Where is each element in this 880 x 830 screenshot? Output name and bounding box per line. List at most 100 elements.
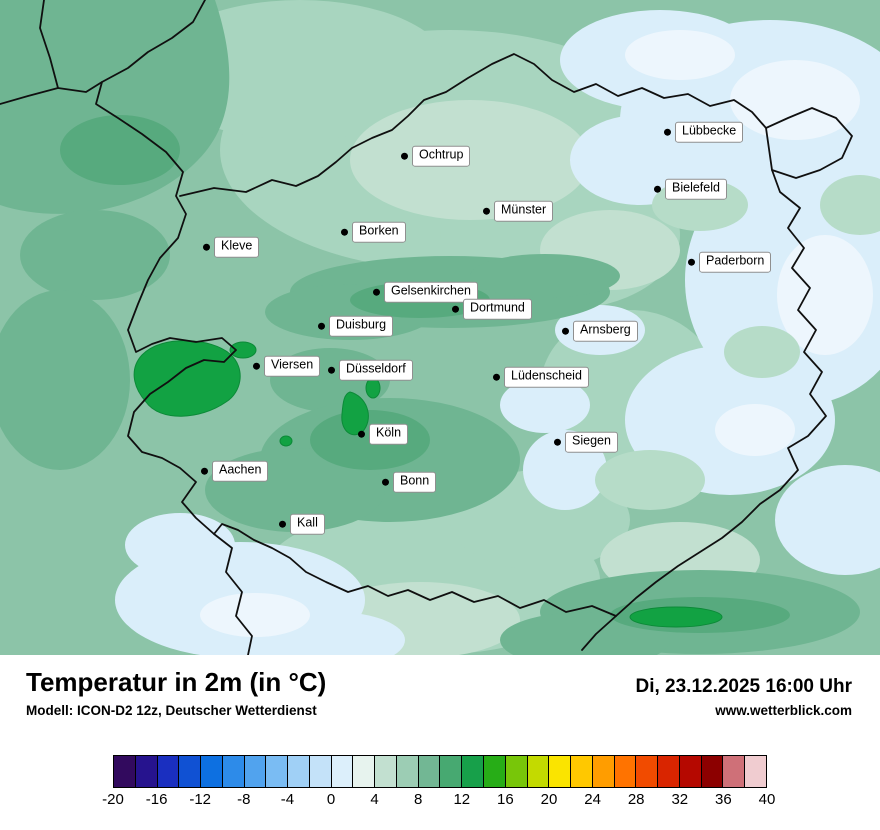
city-marker-duisburg: Duisburg [318, 315, 394, 337]
city-label: Düsseldorf [339, 359, 413, 381]
colorbar-cell [614, 756, 637, 787]
colorbar-cell [135, 756, 158, 787]
city-marker-gelsenkirchen: Gelsenkirchen [373, 281, 478, 303]
city-marker-dsseldorf: Düsseldorf [328, 359, 413, 381]
colorbar-cell [201, 756, 223, 787]
city-marker-viersen: Viersen [253, 355, 321, 377]
colorbar-cell [701, 756, 724, 787]
colorbar-cell [549, 756, 572, 787]
colorbar-cell [222, 756, 245, 787]
colorbar-cell [353, 756, 376, 787]
colorbar-tick-label: 0 [326, 791, 336, 808]
colorbar-cell [484, 756, 506, 787]
footer-meta-row: Modell: ICON-D2 12z, Deutscher Wetterdie… [0, 698, 880, 718]
city-dot [452, 305, 459, 313]
colorbar-ticks: -20 -16 -12 -8 -4 0 4 8 12 16 20 24 28 32 36 40 [102, 791, 775, 811]
city-label: Lüdenscheid [504, 366, 589, 388]
city-marker-aachen: Aachen [201, 460, 269, 482]
city-label: Ochtrup [412, 145, 471, 167]
city-markers: Ochtrup Lübbecke Münster Bielefeld Borken Kle… [201, 121, 772, 535]
footer-title-row: Temperatur in 2m (in °C) Di, 23.12.2025 … [0, 655, 880, 698]
colorbar-tick-label: 16 [497, 791, 514, 808]
city-dot [201, 467, 208, 475]
colorbar-tick-label: -12 [189, 791, 212, 808]
city-dot [483, 207, 490, 215]
city-dot [358, 430, 365, 438]
colorbar-cell [114, 756, 136, 787]
city-marker-ochtrup: Ochtrup [401, 145, 471, 167]
colorbar-cell [745, 756, 766, 787]
colorbar-tick-label: -4 [280, 791, 295, 808]
city-dot [654, 185, 661, 193]
city-dot [279, 520, 286, 528]
city-label: Siegen [565, 431, 618, 453]
colorbar-tick-label: 8 [414, 791, 423, 808]
colorbar-tick-label: -8 [237, 791, 251, 808]
city-dot [203, 243, 210, 251]
city-label: Köln [369, 423, 409, 445]
temperature-legend: -20 -16 -12 -8 -4 0 4 8 12 16 20 24 28 32 36 40 [102, 755, 775, 811]
colorbar-cell [157, 756, 180, 787]
city-dot [493, 373, 500, 381]
city-dot [373, 288, 380, 296]
city-label: Lübbecke [675, 121, 744, 143]
colorbar-cell [505, 756, 528, 787]
city-label: Bonn [393, 471, 437, 493]
footer: Temperatur in 2m (in °C) Di, 23.12.2025 … [0, 655, 880, 830]
city-marker-arnsberg: Arnsberg [562, 320, 638, 342]
city-dot [688, 258, 695, 266]
colorbar-cell [440, 756, 463, 787]
city-marker-kln: Köln [358, 423, 409, 445]
colorbar-cell [375, 756, 397, 787]
city-marker-kall: Kall [279, 513, 325, 535]
colorbar-cell [179, 756, 202, 787]
forecast-datetime: Di, 23.12.2025 16:00 Uhr [635, 676, 852, 697]
city-marker-paderborn: Paderborn [688, 251, 772, 273]
colorbar-cell [309, 756, 332, 787]
city-marker-ldenscheid: Lüdenscheid [493, 366, 589, 388]
city-dot [401, 152, 408, 160]
colorbar-cell [462, 756, 485, 787]
page-title: Temperatur in 2m (in °C) [26, 667, 327, 697]
city-dot [664, 128, 671, 136]
city-dot [318, 322, 325, 330]
colorbar-tick-label: 12 [453, 791, 471, 808]
colorbar-tick-label: 4 [370, 791, 379, 808]
city-dot [328, 366, 335, 374]
city-label: Gelsenkirchen [384, 281, 478, 303]
colorbar-cell [244, 756, 267, 787]
map-area: Ochtrup Lübbecke Münster Bielefeld Borken Kle… [0, 0, 880, 655]
colorbar-cell [331, 756, 354, 787]
city-label: Dortmund [463, 298, 532, 320]
city-label: Aachen [212, 460, 269, 482]
city-label: Kleve [214, 236, 260, 258]
colorbar-tick-label: -20 [102, 791, 124, 808]
border-lines [0, 0, 853, 655]
colorbar-cell [679, 756, 702, 787]
city-dot [253, 362, 260, 370]
colorbar-cell [658, 756, 680, 787]
city-label: Paderborn [699, 251, 772, 273]
city-marker-kleve: Kleve [203, 236, 260, 258]
city-marker-borken: Borken [341, 221, 406, 243]
colorbar-cell [592, 756, 615, 787]
colorbar-cell [396, 756, 419, 787]
city-marker-bonn: Bonn [382, 471, 437, 493]
city-label: Kall [290, 513, 325, 535]
city-label: Duisburg [329, 315, 394, 337]
city-marker-mnster: Münster [483, 200, 554, 222]
colorbar-tick-label: 36 [715, 791, 732, 808]
colorbar-cell [527, 756, 550, 787]
city-marker-lbbecke: Lübbecke [664, 121, 744, 143]
colorbar-cell [636, 756, 659, 787]
city-label: Bielefeld [665, 178, 727, 200]
colorbar-cell [723, 756, 746, 787]
temperature-map [0, 0, 880, 655]
city-label: Münster [494, 200, 554, 222]
city-dot [562, 327, 569, 335]
colorbar-tick-label: 40 [758, 791, 776, 808]
city-marker-bielefeld: Bielefeld [654, 178, 727, 200]
city-label: Arnsberg [573, 320, 638, 342]
colorbar-cell [266, 756, 289, 787]
